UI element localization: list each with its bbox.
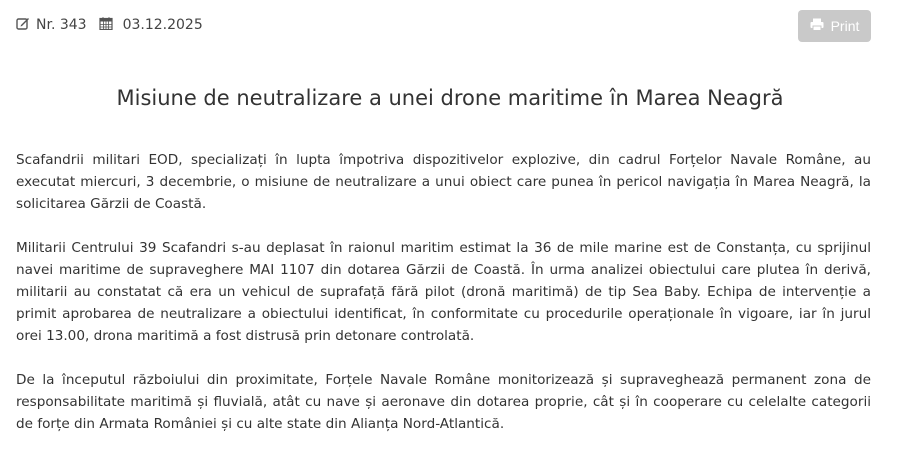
print-label: Print	[830, 18, 860, 34]
article-number: Nr. 343	[36, 17, 87, 33]
article-date: 03.12.2025	[122, 17, 203, 33]
article-title: Misiune de neutralizare a unei drone mar…	[116, 86, 784, 110]
print-button[interactable]: Print	[798, 10, 871, 42]
paragraph: Scafandrii militari EOD, specializați în…	[16, 152, 871, 212]
paragraph: Militarii Centrului 39 Scafandri s-au de…	[16, 240, 871, 344]
paragraph: De la începutul războiului din proximita…	[16, 372, 871, 432]
article-meta: Nr. 343 03.12.2025	[16, 16, 203, 34]
edit-icon	[16, 16, 30, 34]
calendar-icon	[98, 16, 113, 34]
article-body: Scafandrii militari EOD, specializați în…	[16, 149, 871, 457]
printer-icon	[810, 18, 824, 34]
